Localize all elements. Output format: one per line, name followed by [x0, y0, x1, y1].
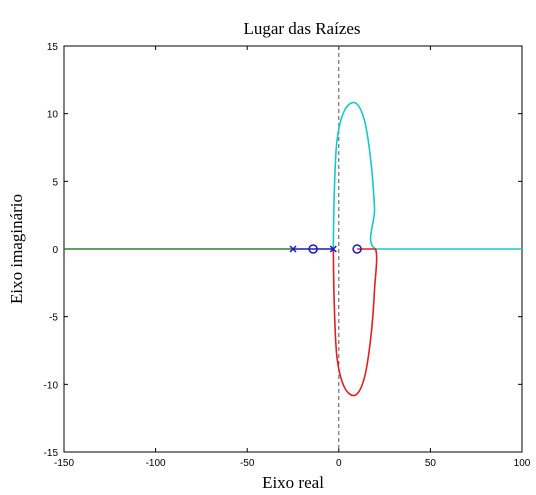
pole-marker — [329, 245, 337, 253]
locus-branches — [64, 46, 522, 452]
x-tick-label: -50 — [240, 458, 255, 469]
pole-marker — [289, 245, 297, 253]
pole-zero-markers — [289, 244, 362, 254]
x-tick-label: 100 — [514, 458, 531, 469]
y-tick-label: 0 — [52, 245, 58, 256]
x-axis-label: Eixo real — [262, 473, 324, 492]
locus-branch — [332, 101, 522, 250]
locus-branch — [332, 248, 378, 397]
zero-marker — [308, 244, 318, 254]
x-tick-label: 0 — [336, 458, 342, 469]
y-tick-label: 15 — [47, 42, 59, 53]
y-tick-label: 5 — [52, 177, 58, 188]
x-tick-label: 50 — [425, 458, 437, 469]
y-tick-label: -5 — [49, 313, 58, 324]
chart-title: Lugar das Raízes — [243, 19, 360, 38]
x-tick-label: -100 — [146, 458, 166, 469]
y-tick-label: -15 — [44, 448, 59, 459]
y-tick-label: 10 — [47, 110, 59, 121]
y-tick-label: -10 — [44, 380, 59, 391]
x-tick-label: -150 — [54, 458, 74, 469]
zero-marker — [352, 244, 362, 254]
y-axis-label: Eixo imaginário — [7, 194, 26, 304]
